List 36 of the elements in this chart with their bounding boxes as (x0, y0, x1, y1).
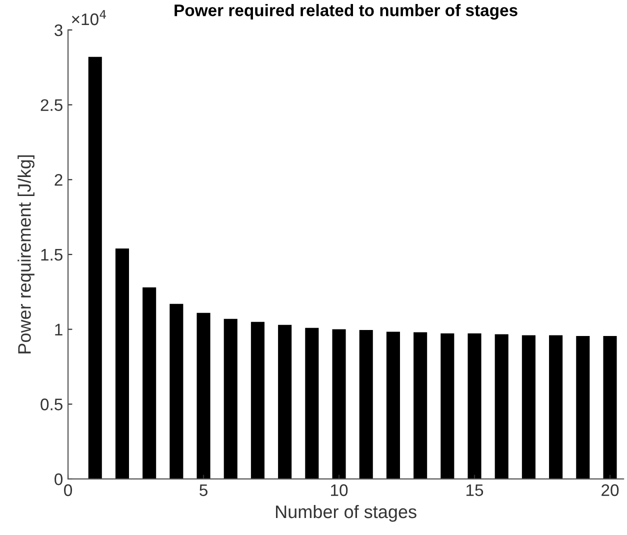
bar (170, 304, 184, 479)
y-tick-label: 2 (54, 174, 62, 186)
y-axis-title: Power requirement [J/kg] (18, 155, 34, 354)
bar (359, 330, 373, 479)
bar (250, 322, 264, 479)
x-axis-title: Number of stages (276, 504, 416, 522)
bar (549, 335, 563, 479)
bar (88, 56, 102, 479)
y-tick-label: 2.5 (40, 99, 62, 111)
x-tick-label: 20 (602, 484, 619, 496)
bar (440, 333, 454, 479)
bar (468, 333, 482, 479)
bar (278, 324, 292, 479)
text: ×10$^{4}$ (72, 10, 106, 26)
chart-title: Power required related to number of stages (174, 4, 518, 20)
x-tick-label: 0 (64, 484, 72, 496)
y-tick-label: 0 (54, 473, 63, 486)
bar (603, 336, 617, 479)
y-tick-label: 1.5 (41, 249, 62, 261)
bar (386, 332, 400, 479)
bar (576, 336, 590, 479)
y-tick-label: 0.5 (40, 398, 62, 410)
bar (414, 332, 428, 479)
bar (305, 328, 319, 479)
x-tick-label: 5 (200, 484, 208, 496)
y-tick-label: 3 (54, 24, 62, 36)
bar (494, 334, 508, 479)
x-tick-label: 10 (331, 484, 348, 496)
bar (332, 329, 346, 479)
bar (142, 287, 156, 479)
bar (196, 312, 210, 479)
y-tick-label: 1 (55, 324, 62, 336)
x-tick-label: 15 (466, 484, 484, 496)
bar (115, 248, 129, 479)
bar (522, 335, 536, 479)
bar (224, 318, 238, 479)
